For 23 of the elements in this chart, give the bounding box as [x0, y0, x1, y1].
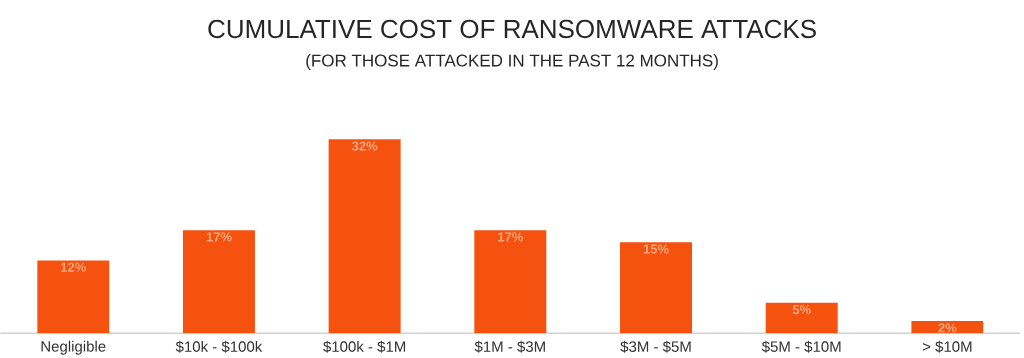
bar: [37, 260, 110, 334]
data-label: 32%: [351, 141, 378, 151]
bar: [474, 230, 547, 334]
chart-title: CUMULATIVE COST OF RANSOMWARE ATTACKS: [208, 19, 816, 39]
bar: [765, 302, 838, 334]
bar: [620, 242, 693, 334]
bar: [911, 321, 984, 334]
data-label: 17%: [206, 232, 232, 242]
x-tick-label: $10k - $100k: [175, 340, 263, 353]
data-label: 15%: [643, 244, 669, 254]
x-tick-label: $1M - $3M: [474, 340, 545, 353]
chart-subtitle: (FOR THOSE ATTACKED IN THE PAST 12 MONTHS): [306, 54, 718, 70]
x-tick-label: $3M - $5M: [620, 340, 691, 353]
x-tick-label: $5M - $10M: [761, 340, 841, 353]
x-tick-label: Negligible: [41, 340, 106, 355]
bar: [182, 230, 255, 334]
bar: [328, 139, 401, 334]
data-label: 12%: [61, 262, 86, 272]
x-tick-label: $100k - $1M: [323, 340, 406, 353]
data-label: 17%: [498, 232, 523, 242]
data-label: 2%: [938, 323, 957, 333]
x-tick-label: > $10M: [922, 340, 972, 353]
data-label: 5%: [792, 305, 811, 315]
